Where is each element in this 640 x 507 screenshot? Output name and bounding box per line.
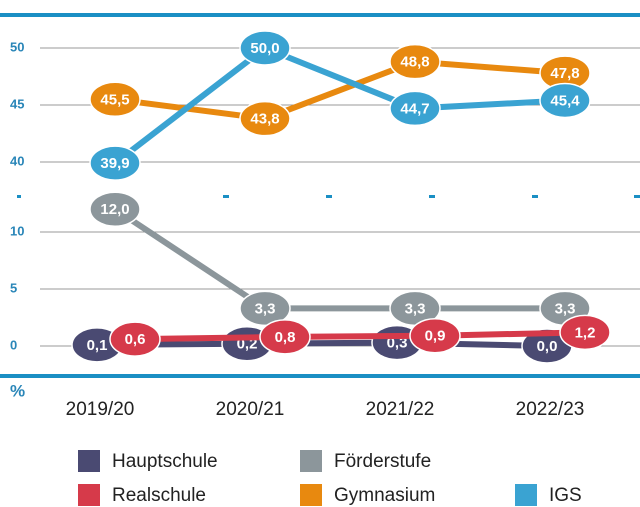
point-marker (559, 314, 611, 351)
value-label: 0,9 (425, 328, 446, 345)
legend-label: Förderstufe (334, 451, 431, 472)
legend-swatch (300, 484, 322, 506)
legend-label: IGS (549, 485, 582, 506)
value-label: 43,8 (250, 111, 279, 128)
y-tick-label: 5 (10, 280, 17, 295)
point: 45,4 (539, 82, 591, 119)
point-marker (409, 317, 461, 354)
point: 1,2 (559, 314, 611, 351)
point: 50,0 (239, 30, 291, 66)
legend-swatch (300, 450, 322, 472)
point-marker (389, 43, 441, 80)
value-label: 3,3 (405, 300, 426, 317)
x-tick-label: 2022/23 (516, 399, 585, 420)
value-label: 3,3 (555, 300, 576, 317)
value-label: 50,0 (250, 40, 279, 57)
y-axis-label: % (10, 381, 25, 400)
point: 0,8 (259, 319, 311, 355)
point-marker (89, 81, 141, 118)
legend-swatch (515, 484, 537, 506)
point: 45,5 (89, 81, 141, 118)
point: 44,7 (389, 90, 441, 127)
value-label: 12,0 (100, 201, 129, 218)
value-label: 0,6 (125, 331, 146, 348)
point: 3,3 (239, 290, 291, 327)
point: 0,9 (409, 317, 461, 354)
point-marker (239, 100, 291, 137)
point-marker (109, 321, 161, 357)
point: 47,8 (539, 55, 591, 91)
point-marker (539, 82, 591, 119)
value-label: 45,5 (100, 91, 129, 108)
value-label: 39,9 (100, 155, 129, 172)
line (134, 329, 586, 343)
legend-swatch (78, 450, 100, 472)
y-tick-label: 50 (10, 39, 24, 54)
value-label: 45,4 (550, 92, 580, 109)
y-tick-label: 10 (10, 223, 24, 238)
point: 3,3 (389, 290, 441, 327)
value-label: 44,7 (400, 100, 429, 117)
point: 48,8 (389, 43, 441, 80)
y-tick-label: 45 (10, 96, 24, 111)
value-label: 48,8 (400, 54, 429, 71)
x-tick-label: 2020/21 (216, 399, 285, 420)
x-tick-label: 2021/22 (366, 399, 435, 420)
point-marker (259, 319, 311, 355)
value-label: 0,1 (87, 337, 108, 354)
point-marker (239, 30, 291, 66)
point: 12,0 (89, 191, 141, 227)
point: 0,6 (109, 321, 161, 357)
value-label: 47,8 (550, 65, 579, 82)
legend-swatch (78, 484, 100, 506)
line (96, 339, 548, 349)
y-tick-label: 0 (10, 337, 17, 352)
point-marker (389, 90, 441, 127)
y-tick-label: 40 (10, 153, 24, 168)
legend-label: Realschule (112, 485, 206, 506)
point: 39,9 (89, 145, 141, 181)
value-label: 0,0 (537, 338, 558, 355)
value-label: 3,3 (255, 300, 276, 317)
point: 43,8 (239, 100, 291, 137)
point-marker (239, 290, 291, 327)
legend-label: Hauptschule (112, 451, 218, 472)
point-marker (89, 145, 141, 181)
line (113, 206, 565, 312)
point: 0,0 (521, 328, 573, 364)
legend-label: Gymnasium (334, 485, 435, 506)
x-tick-label: 2019/20 (66, 399, 135, 420)
value-label: 0,8 (275, 329, 296, 346)
line (113, 44, 566, 166)
value-label: 1,2 (575, 324, 596, 341)
point-marker (89, 191, 141, 227)
